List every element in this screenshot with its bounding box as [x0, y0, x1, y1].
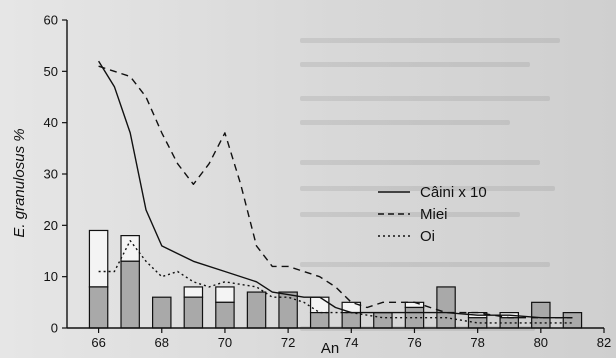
bar-lower-segment	[373, 312, 393, 329]
bar-lower-segment	[562, 312, 583, 329]
lines-layer	[98, 60, 573, 324]
bar-upper-segment	[309, 296, 330, 314]
bar-lower-segment	[531, 301, 551, 329]
legend-label-oi: Oi	[420, 228, 435, 245]
x-tick-label: 78	[470, 335, 484, 350]
series-line-oi	[98, 240, 573, 324]
axes-layer	[66, 20, 604, 329]
x-tick-label: 76	[407, 335, 421, 350]
x-tick-label: 82	[597, 335, 611, 350]
bar-lower-segment	[341, 312, 362, 329]
x-axis-title: An	[321, 340, 339, 357]
bleed-through-line	[300, 38, 560, 43]
bar-lower-segment	[88, 286, 109, 329]
legend: Câini x 10 Miei Oi	[378, 184, 487, 245]
bar-lower-segment	[436, 286, 456, 329]
bars-layer	[88, 229, 583, 329]
x-tick-label: 74	[344, 335, 358, 350]
bar-lower-segment	[152, 296, 172, 329]
legend-label-miei: Miei	[420, 206, 448, 223]
bleed-through-line	[300, 160, 540, 165]
y-axis-title: E. granulosus %	[11, 128, 28, 237]
y-tick-label: 30	[44, 167, 58, 182]
bleed-through-line	[300, 96, 550, 101]
y-tick-label: 40	[44, 115, 58, 130]
y-tick-label: 10	[44, 269, 58, 284]
bar-upper-segment	[404, 301, 425, 309]
x-tick-label: 66	[91, 335, 105, 350]
bar-lower-segment	[183, 296, 204, 329]
x-tick-label: 68	[155, 335, 169, 350]
bar-upper-segment	[215, 286, 235, 303]
y-tick-label: 0	[51, 321, 58, 336]
ticks-layer: 66 68 70 72 74 76 78 80 82 0 10 20 30 40 50 60	[44, 13, 612, 351]
y-tick-label: 50	[44, 64, 58, 79]
bar-lower-segment	[246, 291, 267, 329]
bar-upper-segment	[183, 286, 204, 298]
bleed-through-line	[300, 62, 530, 67]
legend-label-caini: Câini x 10	[420, 184, 487, 201]
series-line-caini	[98, 60, 573, 319]
y-tick-label: 60	[44, 13, 58, 28]
series-line-miei	[98, 65, 573, 319]
bar-lower-segment	[120, 260, 140, 329]
x-tick-label: 80	[534, 335, 548, 350]
bar-lower-segment	[278, 291, 298, 329]
bar-lower-segment	[309, 312, 330, 329]
bleed-through-line	[300, 262, 550, 267]
y-tick-label: 20	[44, 218, 58, 233]
x-tick-label: 70	[218, 335, 232, 350]
bar-upper-segment	[88, 229, 109, 288]
bar-lower-segment	[215, 301, 235, 329]
bleed-through-line	[300, 120, 510, 125]
x-tick-label: 72	[281, 335, 295, 350]
bar-lower-segment	[467, 317, 488, 329]
bleed-through-line	[300, 186, 555, 191]
